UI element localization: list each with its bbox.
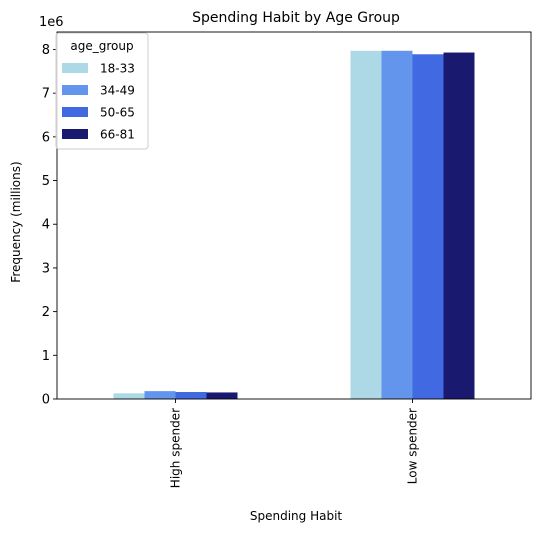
y-tick-label: 7 xyxy=(42,87,50,102)
bar-66-81-low-spender xyxy=(443,52,475,400)
y-tick-label: 4 xyxy=(42,218,50,233)
legend-label-18-33: 18-33 xyxy=(100,62,135,76)
bar-50-65-high-spender xyxy=(175,392,207,399)
plot-frame xyxy=(56,31,532,400)
y-tick-label: 0 xyxy=(42,393,50,408)
legend-label-66-81: 66-81 xyxy=(100,128,135,142)
legend-swatch-18-33 xyxy=(62,63,88,73)
x-tick-label: Low spender xyxy=(406,408,420,484)
y-axis-offset-label: 1e6 xyxy=(39,15,64,30)
legend-swatch-34-49 xyxy=(62,85,88,95)
y-axis-label: Frequency (millions) xyxy=(9,161,23,282)
legend: age_group 18-33 34-49 50-65 66-81 xyxy=(55,32,149,150)
legend-swatch-66-81 xyxy=(62,129,88,139)
y-tick-label: 8 xyxy=(42,43,50,58)
bar-66-81-high-spender xyxy=(206,392,238,399)
y-tick-label: 3 xyxy=(42,261,50,276)
bar-50-65-low-spender xyxy=(412,54,444,400)
y-tick-label: 5 xyxy=(42,174,50,189)
bar-18-33-high-spender xyxy=(113,393,145,399)
bar-34-49-low-spender xyxy=(381,50,413,400)
legend-title: age_group xyxy=(70,39,133,53)
legend-swatch-50-65 xyxy=(62,107,88,117)
y-tick-label: 2 xyxy=(42,305,50,320)
x-tick-label: High spender xyxy=(169,408,183,488)
y-tick-label: 6 xyxy=(42,130,50,145)
plot-area: 0 1 2 3 4 5 6 7 8 High spender Low spender xyxy=(42,31,532,488)
chart-title: Spending Habit by Age Group xyxy=(192,10,400,26)
legend-label-34-49: 34-49 xyxy=(100,84,135,98)
legend-box xyxy=(55,32,149,150)
bar-18-33-low-spender xyxy=(350,50,382,400)
y-tick-label: 1 xyxy=(42,349,50,364)
bar-34-49-high-spender xyxy=(144,391,176,399)
legend-label-50-65: 50-65 xyxy=(100,106,135,120)
x-axis-label: Spending Habit xyxy=(250,509,343,523)
